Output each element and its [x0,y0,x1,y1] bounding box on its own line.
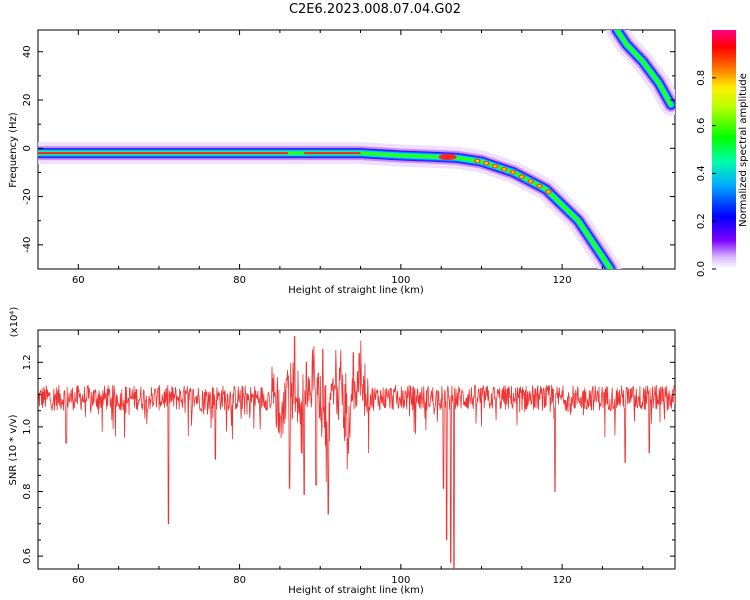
snr-ylabel: SNR (10 * v/v) [8,414,19,485]
chart-title: C2E6.2023.008.07.04.G02 [288,2,462,17]
xtick-label-bottom-80: 80 [233,575,246,586]
ridge-bead-core [520,175,524,178]
ridge-bead-core [484,162,488,165]
cb-tick-label-0.8: 0.8 [696,70,707,86]
cb-tick-label-0.4: 0.4 [696,165,707,181]
xtick-label-top-120: 120 [553,275,572,286]
ytick-label-bottom-0.8: 0.8 [22,484,33,500]
xtick-label-bottom-100: 100 [391,575,410,586]
colorbar: 0.0 0.2 0.4 0.6 0.8 Normalized spectral ampl… [696,30,749,277]
cb-tick-label-0.2: 0.2 [696,213,707,229]
spectrogram-ylabel: Frequency (Hz) [8,112,19,188]
ytick-label-bottom-0.6: 0.6 [22,548,33,564]
xtick-label-bottom-60: 60 [72,575,85,586]
snr-series-line [38,336,675,569]
ytick-label-bottom-1.2: 1.2 [22,354,33,370]
ridge-bead-core [546,190,551,193]
colorbar-gradient [712,30,736,269]
xtick-label-top-60: 60 [72,275,85,286]
snr-xlabel: Height of straight line (km) [288,585,424,596]
ridge-bead-core [537,184,542,188]
ridge-bead-core [511,171,515,174]
snr-frame [37,329,676,570]
ytick-label-bottom-1.0: 1.0 [22,419,33,435]
ridge-1-layer-6 [615,30,673,107]
ridge-bead-core [475,159,479,163]
xtick-label-bottom-120: 120 [553,575,572,586]
ytick-label-top-0: 0 [22,145,33,151]
snr-scale-label: (x10⁴) [9,307,20,338]
ytick-label-top-20: 20 [22,94,33,107]
spectrogram-xlabel: Height of straight line (km) [288,285,424,296]
cb-tick-label-0.0: 0.0 [696,261,707,277]
ridge-bead-core [493,165,497,168]
ridge-bead-core [529,180,533,183]
ridge-bead-core [502,168,506,171]
snr-panel: 60 80 100 120 0.6 0.8 1.0 1.2 Height of straigh… [8,307,676,596]
spectrogram-panel: 60 80 100 120 -40 -20 0 20 40 Height of straight… [8,29,676,296]
ytick-label-top-40: 40 [22,45,33,58]
cb-tick-label-0.6: 0.6 [696,118,707,134]
xtick-label-top-100: 100 [391,275,410,286]
ridge-0-layer-6 [38,151,612,269]
colorbar-label: Normalized spectral amplitude [738,73,749,227]
ridge-hotspot [438,153,457,160]
xtick-label-top-80: 80 [233,275,246,286]
ytick-label-top--40: -40 [22,237,33,253]
ytick-label-top--20: -20 [22,188,33,204]
